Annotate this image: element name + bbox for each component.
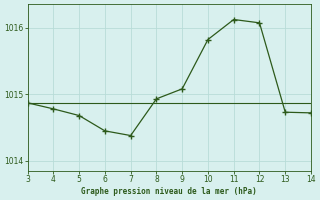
X-axis label: Graphe pression niveau de la mer (hPa): Graphe pression niveau de la mer (hPa) (81, 187, 257, 196)
